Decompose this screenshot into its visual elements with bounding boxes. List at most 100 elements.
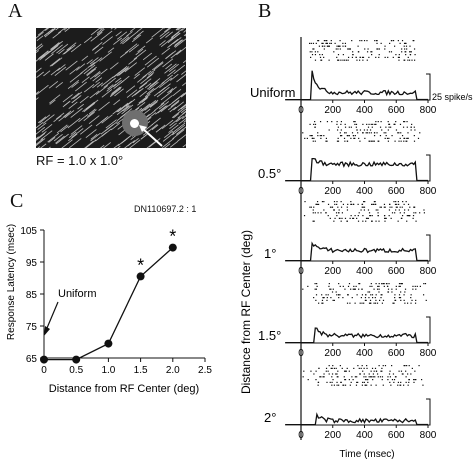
texture-segment: [151, 61, 164, 71]
texture-segment: [181, 28, 186, 31]
raster-spike: [372, 379, 374, 381]
raster-spike: [348, 370, 350, 372]
texture-segment: [147, 69, 156, 76]
raster-spike: [400, 132, 402, 134]
texture-segment: [177, 111, 186, 119]
panel-label-a: A: [8, 0, 23, 22]
raster-spike: [371, 285, 373, 287]
raster-spike: [350, 201, 352, 203]
texture-segment: [128, 57, 138, 65]
texture-segment: [177, 28, 182, 31]
texture-segment: [42, 114, 55, 124]
texture-segment: [173, 101, 185, 111]
raster-spike: [313, 297, 315, 299]
texture-segment: [81, 55, 89, 62]
texture-segment: [122, 38, 130, 45]
raster-spike: [403, 42, 406, 44]
texture-segment: [113, 37, 123, 45]
raster-spike: [353, 137, 355, 139]
raster-spike: [417, 137, 420, 139]
texture-segment: [125, 85, 136, 93]
texture-segment: [139, 78, 152, 89]
raster-spike: [339, 217, 341, 219]
texture-segment: [147, 80, 158, 90]
raster-spike: [371, 54, 373, 56]
raster-spike: [398, 370, 400, 372]
raster-spike: [405, 42, 407, 44]
texture-segment: [58, 112, 70, 122]
raster-spike: [329, 288, 331, 290]
raster-spike: [384, 48, 386, 50]
raster-spike: [401, 206, 403, 208]
raster-spike: [323, 373, 325, 375]
texture-segment: [83, 36, 93, 44]
raster-spike: [359, 59, 361, 61]
texture-segment: [64, 28, 71, 33]
raster-spike: [330, 367, 332, 369]
raster-spike: [365, 217, 368, 219]
raster-spike: [401, 135, 404, 137]
texture-segment: [100, 68, 108, 75]
texture-segment: [37, 116, 47, 124]
raster-spike: [344, 126, 347, 128]
raster-spike: [346, 302, 349, 304]
raster-spike: [368, 291, 371, 293]
raster-spike: [347, 135, 349, 137]
raster-spike: [353, 121, 355, 123]
texture-segment: [143, 94, 151, 101]
raster-spike: [317, 384, 319, 386]
rf-center-dot: [130, 119, 139, 128]
raster-spike: [395, 206, 397, 208]
raster-spike: [317, 135, 319, 137]
raster-spike: [416, 285, 418, 287]
texture-segment: [125, 98, 136, 107]
raster-spike: [368, 376, 370, 378]
raster-spike: [412, 40, 414, 42]
texture-segment: [168, 63, 179, 72]
texture-segment: [151, 124, 159, 131]
raster-spike: [381, 367, 383, 369]
raster-spike: [389, 206, 391, 208]
raster-spike: [373, 302, 375, 304]
raster-spike: [336, 373, 338, 375]
texture-segment: [67, 117, 81, 129]
latency-ticks: 0 0.5 1.0 1.5 2.0 2.5 65 75 85 95 105: [20, 226, 212, 376]
raster-spike: [398, 285, 400, 287]
raster-spike: [351, 297, 353, 299]
texture-segment: [144, 108, 151, 115]
raster-spike: [351, 376, 353, 378]
raster-spike: [384, 56, 386, 58]
raster-spike: [412, 285, 414, 287]
raster-spike: [398, 209, 400, 211]
raster-spike: [361, 365, 363, 367]
raster-spike: [363, 129, 366, 131]
time-tick-label: 800: [420, 186, 437, 197]
texture-segment: [38, 50, 49, 59]
texture-segment: [85, 99, 99, 110]
raster-spike: [341, 367, 343, 369]
raster-spike: [321, 302, 323, 304]
texture-segment: [167, 101, 180, 111]
raster-spike: [382, 299, 385, 301]
texture-segment: [183, 91, 186, 95]
raster-spike: [400, 283, 402, 285]
raster-spike: [346, 367, 348, 369]
texture-segment: [114, 28, 117, 30]
scale-bracket: [426, 398, 431, 426]
rf-arrow: [139, 125, 163, 147]
raster-spike: [337, 370, 339, 372]
raster-spike: [350, 126, 352, 128]
texture-segment: [100, 76, 114, 87]
raster-spike: [336, 123, 338, 125]
raster-spike: [414, 370, 416, 372]
texture-segment: [171, 111, 180, 119]
raster-spike: [326, 297, 328, 299]
texture-segment: [135, 48, 144, 56]
raster-spike: [415, 212, 417, 214]
raster-spike: [412, 217, 414, 219]
raster-spike: [326, 40, 328, 42]
raster-spike: [391, 288, 393, 290]
texture-segment: [79, 124, 93, 135]
raster-spike: [367, 48, 369, 50]
raster-spike: [317, 40, 319, 42]
